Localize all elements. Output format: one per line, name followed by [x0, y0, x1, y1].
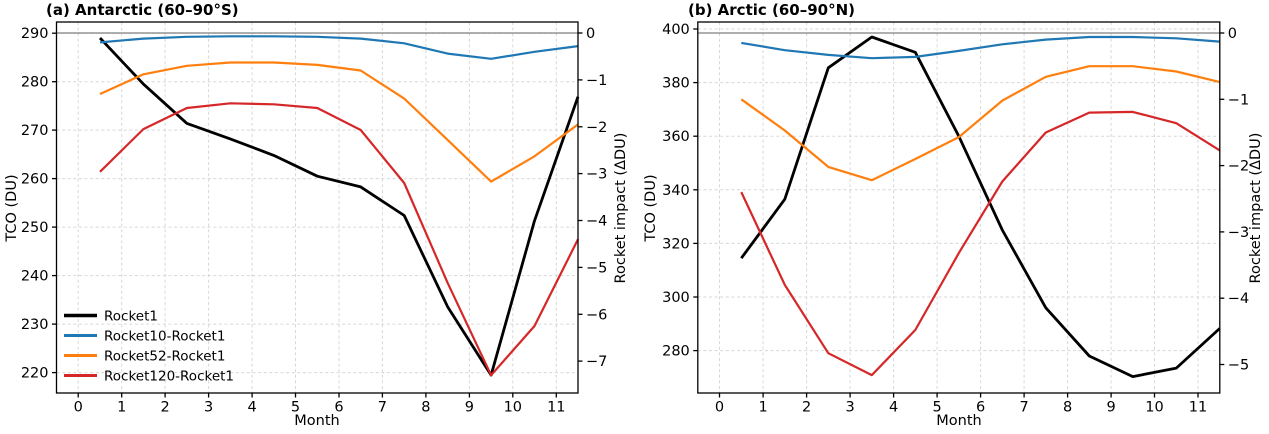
y-left-tick-label: 380 [662, 76, 690, 92]
panel-b-title: (b) Arctic (60–90°N) [688, 1, 856, 19]
y-right-tick-label: 0 [586, 26, 595, 42]
y-right-tick-label: −4 [586, 214, 607, 230]
y-left-tick-label: 230 [21, 317, 49, 333]
x-tick-label: 3 [845, 400, 854, 416]
y-left-tick-label: 240 [21, 269, 49, 285]
panel-a-title: (a) Antarctic (60–90°S) [46, 1, 239, 19]
x-tick-label: 7 [1019, 400, 1028, 416]
x-tick-label: 2 [160, 400, 169, 416]
y-right-tick-label: −5 [1228, 358, 1249, 374]
y-right-tick-label: −6 [586, 307, 607, 323]
x-tick-label: 11 [547, 400, 565, 416]
x-tick-label: 5 [291, 400, 300, 416]
y-left-tick-label: 320 [662, 236, 690, 252]
panel-antarctic: (a) Antarctic (60–90°S) TCO (DU) Rocket … [0, 0, 634, 434]
x-tick-label: 0 [74, 400, 83, 416]
x-tick-label: 1 [758, 400, 767, 416]
panel-a-x-axis-label: Month [294, 413, 340, 429]
x-tick-label: 1 [117, 400, 126, 416]
y-right-tick-label: 0 [1228, 26, 1237, 42]
y-right-tick-label: −3 [586, 167, 607, 183]
y-left-tick-label: 260 [21, 172, 49, 188]
y-left-tick-label: 220 [21, 366, 49, 382]
y-right-tick-label: −5 [586, 260, 607, 276]
legend-label-rocket52-rocket1: Rocket52-Rocket1 [104, 348, 225, 364]
panel-a-plot-area: 0 1 2 3 4 5 6 7 8 9 10 11 220 230 240 250 260 270 280 290 0 −… [21, 21, 607, 416]
panel-arctic: (b) Arctic (60–90°N) TCO (DU) Rocket imp… [635, 0, 1269, 434]
x-tick-label: 6 [334, 400, 343, 416]
y-left-tick-label: 360 [662, 129, 690, 145]
y-left-tick-label: 280 [21, 75, 49, 91]
y-right-tick-label: −2 [1228, 159, 1249, 175]
y-left-tick-label: 280 [662, 344, 690, 360]
series-line-rocket120-rocket1 [99, 102, 579, 377]
y-left-tick-label: 290 [21, 26, 49, 42]
y-right-tick-label: −1 [586, 73, 607, 89]
y-left-tick-label: 300 [662, 290, 690, 306]
x-tick-label: 9 [1106, 400, 1115, 416]
y-left-tick-label: 250 [21, 220, 49, 236]
legend-label-rocket120-rocket1: Rocket120-Rocket1 [104, 368, 234, 384]
plot-border [55, 21, 579, 394]
x-tick-label: 8 [421, 400, 430, 416]
legend-label-rocket1: Rocket1 [104, 308, 158, 324]
y-right-tick-label: −3 [1228, 225, 1249, 241]
x-tick-label: 10 [504, 400, 522, 416]
x-tick-label: 9 [465, 400, 474, 416]
series-line-rocket120-rocket1 [740, 110, 1221, 377]
y-right-tick-label: −7 [586, 354, 607, 370]
x-tick-label: 5 [932, 400, 941, 416]
y-right-tick-label: −2 [586, 120, 607, 136]
series-line-rocket1 [740, 35, 1221, 379]
y-right-tick-label: −1 [1228, 92, 1249, 108]
series-line-rocket52-rocket1 [740, 65, 1221, 182]
x-tick-label: 2 [802, 400, 811, 416]
legend-label-rocket10-rocket1: Rocket10-Rocket1 [104, 328, 225, 344]
panel-b-plot-area: 0 1 2 3 4 5 6 7 8 9 10 11 280 300 320 340 360 380 400 0 −1 −2… [662, 21, 1249, 416]
x-tick-label: 3 [204, 400, 213, 416]
y-right-tick-label: −4 [1228, 291, 1249, 307]
series-line-rocket1 [98, 37, 580, 377]
y-left-tick-label: 270 [21, 123, 49, 139]
x-tick-label: 4 [247, 400, 256, 416]
x-tick-label: 4 [889, 400, 898, 416]
series-line-rocket10-rocket1 [741, 35, 1220, 60]
x-tick-label: 10 [1145, 400, 1163, 416]
x-tick-label: 11 [1189, 400, 1207, 416]
series-line-rocket10-rocket1 [99, 35, 579, 60]
y-left-tick-label: 400 [662, 22, 690, 38]
x-tick-label: 8 [1063, 400, 1072, 416]
x-tick-label: 7 [378, 400, 387, 416]
x-tick-label: 6 [976, 400, 985, 416]
plot-border [697, 21, 1221, 394]
panel-b-x-axis-label: Month [936, 413, 982, 429]
x-tick-label: 0 [715, 400, 724, 416]
y-left-tick-label: 340 [662, 183, 690, 199]
series-line-rocket52-rocket1 [99, 61, 579, 183]
